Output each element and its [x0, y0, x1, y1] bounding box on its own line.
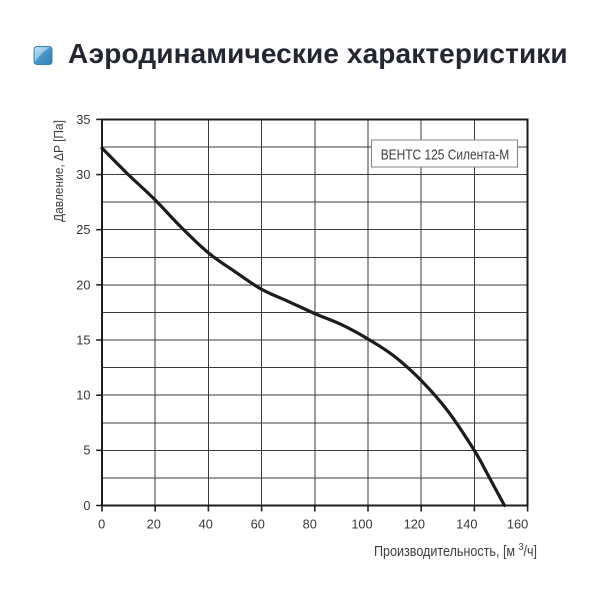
svg-text:Аэродинамические характеристик: Аэродинамические характеристики	[68, 38, 568, 69]
svg-text:5: 5	[83, 443, 90, 458]
svg-text:35: 35	[76, 112, 90, 127]
svg-text:60: 60	[251, 517, 265, 532]
svg-text:0: 0	[83, 498, 90, 513]
svg-text:20: 20	[147, 517, 161, 532]
svg-text:Производительность, [м 3/ч]: Производительность, [м 3/ч]	[374, 541, 537, 560]
svg-text:0: 0	[98, 517, 105, 532]
svg-text:30: 30	[76, 167, 90, 182]
svg-text:15: 15	[76, 332, 90, 347]
svg-text:25: 25	[76, 222, 90, 237]
svg-text:160: 160	[507, 517, 528, 532]
svg-text:120: 120	[404, 517, 425, 532]
svg-text:140: 140	[456, 517, 477, 532]
svg-text:40: 40	[199, 517, 213, 532]
svg-text:Давление, ΔP [Па]: Давление, ΔP [Па]	[51, 120, 66, 222]
svg-text:20: 20	[76, 277, 90, 292]
svg-text:ВЕНТС 125 Силента-М: ВЕНТС 125 Силента-М	[381, 147, 510, 163]
svg-text:10: 10	[76, 388, 90, 403]
svg-text:80: 80	[303, 517, 317, 532]
svg-text:100: 100	[351, 517, 372, 532]
